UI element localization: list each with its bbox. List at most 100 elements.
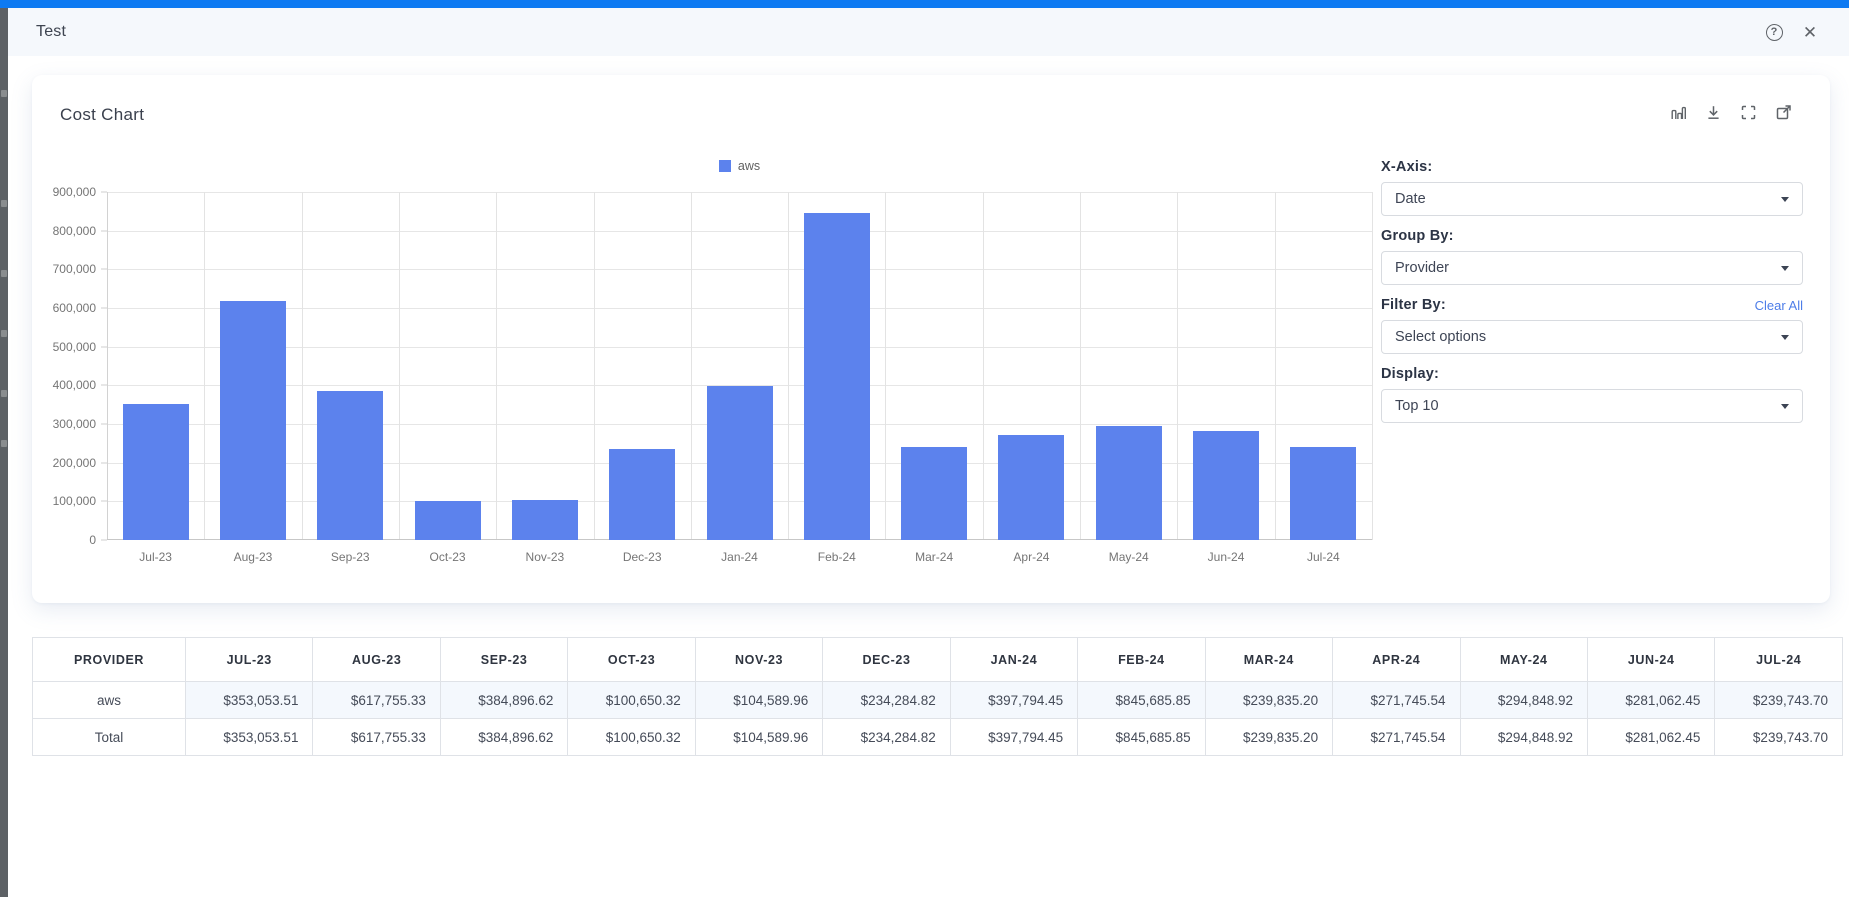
- y-tick-label: 600,000: [52, 301, 96, 315]
- chevron-down-icon: [1781, 334, 1789, 340]
- table-row-aws: aws $353,053.51 $617,755.33 $384,896.62 $100…: [32, 681, 1843, 719]
- drawer-header-actions: ? ✕: [1763, 21, 1821, 43]
- bar-aug-23[interactable]: [219, 301, 286, 540]
- fullscreen-button[interactable]: [1737, 101, 1759, 123]
- y-tick-label: 300,000: [52, 417, 96, 431]
- cost-cell: $397,794.45: [949, 681, 1079, 719]
- bar-feb-24[interactable]: [803, 213, 870, 540]
- table-header-cell: JUN-24: [1586, 637, 1716, 682]
- occluded-content: [1, 330, 7, 337]
- bar-oct-23[interactable]: [414, 501, 481, 540]
- y-tick-mark: [101, 230, 107, 232]
- help-icon: ?: [1765, 23, 1783, 41]
- gridline-v: [398, 192, 400, 540]
- table-header-cell: JUL-24: [1714, 637, 1843, 682]
- table-header-cell: DEC-23: [822, 637, 951, 682]
- gridline-h: [107, 192, 1372, 193]
- bar-chart-plot: [107, 192, 1373, 540]
- y-tick-label: 700,000: [52, 262, 96, 277]
- y-tick-mark: [101, 346, 107, 348]
- x-tick-label: Jul-23: [139, 550, 172, 564]
- cost-cell: $353,053.51: [184, 681, 314, 719]
- bar-jan-24[interactable]: [706, 386, 773, 540]
- bar-mar-24[interactable]: [901, 447, 968, 540]
- display-select-value: Top 10: [1395, 398, 1439, 414]
- gridline-h: [107, 308, 1372, 309]
- gridline-h: [107, 346, 1372, 348]
- chevron-down-icon: [1781, 403, 1789, 409]
- cost-cell: $100,650.32: [567, 681, 696, 719]
- open-external-button[interactable]: [1772, 101, 1794, 123]
- filter-by-label: Filter By:: [1381, 297, 1446, 313]
- table-header-cell: APR-24: [1332, 637, 1461, 682]
- cost-cell: $271,745.54: [1332, 718, 1461, 756]
- table-header-cell: FEB-24: [1077, 637, 1206, 682]
- gridline-v: [1372, 192, 1373, 540]
- table-header-row: PROVIDER JUL-23 AUG-23 SEP-23 OCT-23 NOV-23 DE…: [32, 637, 1843, 682]
- table-header-cell: AUG-23: [312, 637, 441, 682]
- chevron-down-icon: [1781, 196, 1789, 202]
- drawer-title: Test: [36, 23, 67, 40]
- gridline-v: [982, 192, 984, 540]
- legend-swatch: [718, 160, 731, 172]
- x-tick-label: Feb-24: [817, 550, 856, 564]
- card-title: Cost Chart: [60, 105, 145, 124]
- gridline-h: [107, 269, 1372, 271]
- gridline-v: [1177, 192, 1179, 540]
- display-select[interactable]: Top 10: [1381, 389, 1803, 423]
- cost-cell: $294,848.92: [1459, 718, 1588, 756]
- gridline-v: [690, 192, 692, 540]
- y-tick-label: 800,000: [52, 223, 96, 238]
- y-tick-label: 400,000: [52, 378, 96, 393]
- gridline-v: [593, 192, 595, 540]
- help-button[interactable]: ?: [1763, 21, 1785, 43]
- bar-sep-23[interactable]: [317, 391, 384, 540]
- x-tick-label: Sep-23: [330, 550, 370, 564]
- cost-chart-card: Cost Chart: [32, 75, 1830, 603]
- x-axis-label: X-Axis:: [1381, 159, 1433, 175]
- group-by-select[interactable]: Provider: [1381, 251, 1803, 285]
- gridline-h: [107, 230, 1372, 232]
- bar-jul-23[interactable]: [122, 403, 189, 540]
- cost-cell: $281,062.45: [1586, 718, 1716, 756]
- x-axis-select[interactable]: Date: [1381, 182, 1803, 216]
- close-button[interactable]: ✕: [1799, 21, 1821, 43]
- bar-dec-23[interactable]: [609, 449, 676, 540]
- y-tick-mark: [101, 539, 107, 541]
- bar-jul-24[interactable]: [1290, 447, 1357, 540]
- background-page-sliver: [0, 8, 8, 897]
- y-tick-label: 200,000: [52, 455, 96, 470]
- y-tick-mark: [101, 307, 107, 309]
- cost-cell: $397,794.45: [949, 718, 1079, 756]
- report-drawer: Test ? ✕ Cost Chart: [8, 8, 1849, 897]
- download-button[interactable]: [1702, 101, 1724, 123]
- chart-type-button[interactable]: [1667, 101, 1689, 123]
- bar-apr-24[interactable]: [998, 434, 1065, 540]
- chart-legend: aws: [107, 159, 1372, 173]
- download-icon: [1707, 105, 1719, 119]
- gridline-v: [788, 192, 790, 540]
- cost-cell: $239,835.20: [1204, 718, 1334, 756]
- cost-cell: $234,284.82: [822, 718, 951, 756]
- x-tick-label: Nov-23: [525, 550, 565, 564]
- y-tick-label: 100,000: [52, 494, 96, 509]
- y-tick-mark: [101, 500, 107, 502]
- bar-jun-24[interactable]: [1193, 431, 1260, 540]
- filter-by-select-value: Select options: [1395, 329, 1487, 345]
- filter-by-select[interactable]: Select options: [1381, 320, 1803, 354]
- gridline-v: [885, 192, 887, 540]
- cost-cell: $617,755.33: [312, 718, 441, 756]
- y-tick-mark: [101, 423, 107, 425]
- group-by-select-value: Provider: [1395, 260, 1449, 276]
- provider-cell: Total: [32, 718, 186, 756]
- bar-may-24[interactable]: [1095, 426, 1162, 540]
- cost-cell: $281,062.45: [1586, 681, 1716, 719]
- fullscreen-icon: [1741, 105, 1755, 119]
- bar-nov-23[interactable]: [511, 499, 578, 540]
- y-tick-label: 0: [89, 533, 96, 547]
- gridline-v: [301, 192, 303, 540]
- clear-all-link[interactable]: Clear All: [1754, 297, 1803, 313]
- y-tick-label: 900,000: [52, 185, 96, 199]
- cost-cell: $845,685.85: [1077, 718, 1206, 756]
- table-header-cell: JUL-23: [184, 637, 314, 682]
